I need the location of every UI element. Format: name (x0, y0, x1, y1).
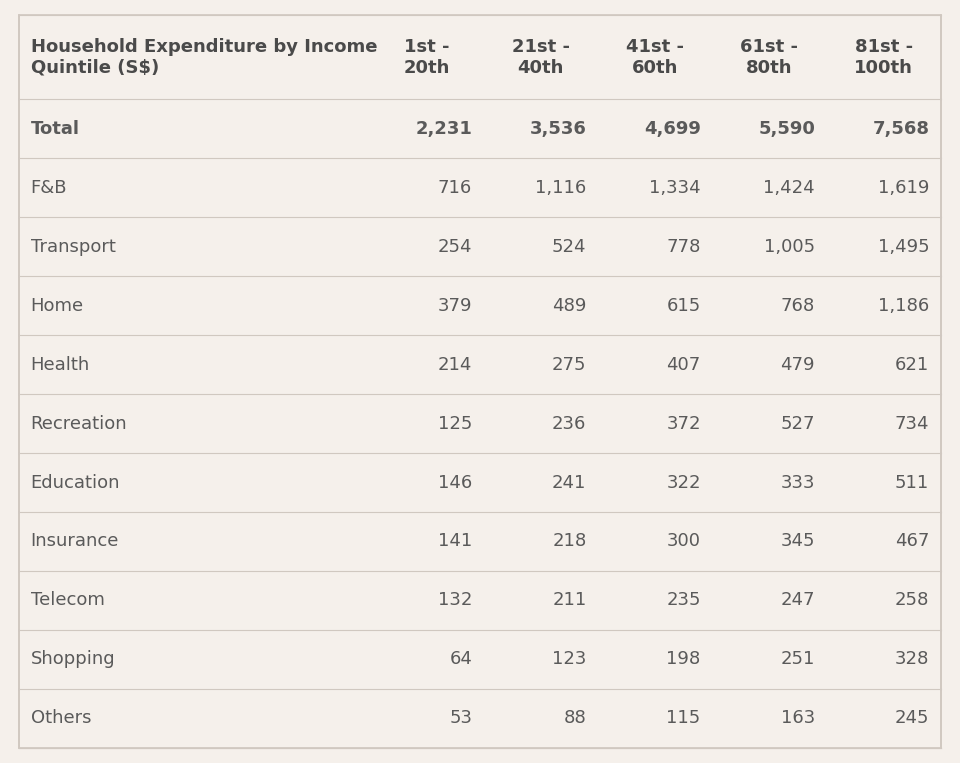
Text: 81st -
100th: 81st - 100th (854, 38, 913, 77)
Text: 4,699: 4,699 (644, 120, 701, 138)
Text: 615: 615 (666, 297, 701, 315)
Text: 64: 64 (449, 650, 472, 668)
Text: 328: 328 (895, 650, 929, 668)
Text: 21st -
40th: 21st - 40th (512, 38, 570, 77)
Text: 5,590: 5,590 (758, 120, 815, 138)
Text: 372: 372 (666, 414, 701, 433)
Text: 7,568: 7,568 (873, 120, 929, 138)
Text: F&B: F&B (31, 179, 67, 197)
Text: 524: 524 (552, 238, 587, 256)
Text: 218: 218 (552, 533, 587, 550)
Text: 511: 511 (895, 474, 929, 491)
Text: 1,116: 1,116 (535, 179, 587, 197)
Text: Telecom: Telecom (31, 591, 105, 610)
Text: 241: 241 (552, 474, 587, 491)
Text: 1,619: 1,619 (877, 179, 929, 197)
Text: 345: 345 (780, 533, 815, 550)
Text: 275: 275 (552, 356, 587, 374)
Text: 3,536: 3,536 (530, 120, 587, 138)
Text: 61st -
80th: 61st - 80th (740, 38, 799, 77)
Text: 41st -
60th: 41st - 60th (626, 38, 684, 77)
Text: 768: 768 (780, 297, 815, 315)
Text: 198: 198 (666, 650, 701, 668)
Text: 778: 778 (666, 238, 701, 256)
Text: 132: 132 (438, 591, 472, 610)
Text: 1,005: 1,005 (764, 238, 815, 256)
Text: 716: 716 (438, 179, 472, 197)
Text: 115: 115 (666, 710, 701, 727)
Text: 300: 300 (667, 533, 701, 550)
Text: Transport: Transport (31, 238, 115, 256)
Text: 333: 333 (780, 474, 815, 491)
Text: 621: 621 (895, 356, 929, 374)
Text: 141: 141 (438, 533, 472, 550)
Text: 489: 489 (552, 297, 587, 315)
Text: 1st -
20th: 1st - 20th (403, 38, 449, 77)
Text: 235: 235 (666, 591, 701, 610)
Text: 734: 734 (895, 414, 929, 433)
Text: 251: 251 (780, 650, 815, 668)
Text: 123: 123 (552, 650, 587, 668)
Text: 258: 258 (895, 591, 929, 610)
Text: 1,495: 1,495 (877, 238, 929, 256)
Text: 214: 214 (438, 356, 472, 374)
Text: 146: 146 (438, 474, 472, 491)
Text: Home: Home (31, 297, 84, 315)
Text: 479: 479 (780, 356, 815, 374)
Text: 467: 467 (895, 533, 929, 550)
Text: Education: Education (31, 474, 120, 491)
Text: 53: 53 (449, 710, 472, 727)
Text: 1,424: 1,424 (763, 179, 815, 197)
Text: 322: 322 (666, 474, 701, 491)
Text: 1,334: 1,334 (649, 179, 701, 197)
Text: 236: 236 (552, 414, 587, 433)
Text: 527: 527 (780, 414, 815, 433)
Text: 247: 247 (780, 591, 815, 610)
Text: 125: 125 (438, 414, 472, 433)
Text: 379: 379 (438, 297, 472, 315)
Text: 163: 163 (780, 710, 815, 727)
Text: Total: Total (31, 120, 80, 138)
Text: Shopping: Shopping (31, 650, 115, 668)
Text: Insurance: Insurance (31, 533, 119, 550)
Text: 2,231: 2,231 (416, 120, 472, 138)
Text: Health: Health (31, 356, 90, 374)
Text: Others: Others (31, 710, 91, 727)
Text: Recreation: Recreation (31, 414, 128, 433)
Text: Household Expenditure by Income
Quintile (S$): Household Expenditure by Income Quintile… (31, 38, 377, 77)
Text: 88: 88 (564, 710, 587, 727)
Text: 211: 211 (552, 591, 587, 610)
Text: 245: 245 (895, 710, 929, 727)
Text: 407: 407 (666, 356, 701, 374)
Text: 1,186: 1,186 (878, 297, 929, 315)
Text: 254: 254 (438, 238, 472, 256)
